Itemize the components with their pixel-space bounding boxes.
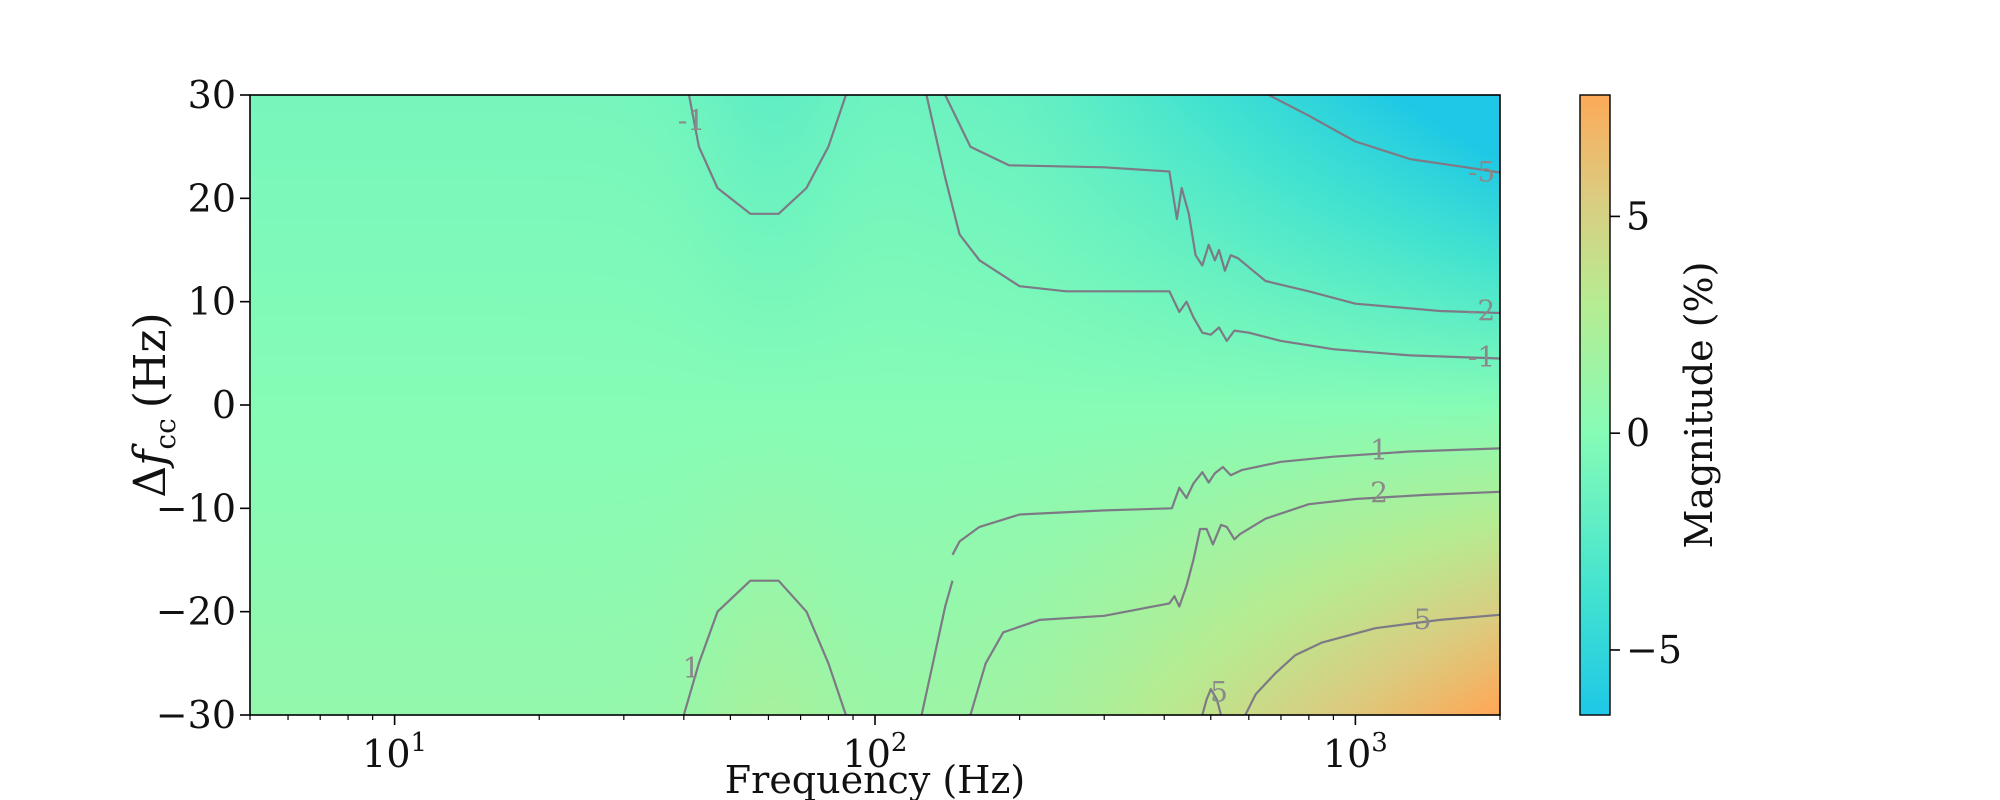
colorbar-tick-label: 5	[1626, 194, 1650, 238]
contour-line	[925, 94, 1501, 360]
y-label-subscript: cc	[149, 418, 182, 449]
contour-line	[951, 447, 1501, 556]
y-tick-label: 10	[188, 280, 236, 324]
contour-line	[1244, 613, 1501, 716]
x-axis: 101 102 103	[249, 715, 1501, 776]
x-tick-label: 103	[1323, 728, 1388, 776]
y-label-suffix: (Hz)	[125, 312, 176, 408]
contour-line	[920, 580, 954, 716]
contour-line	[682, 579, 847, 716]
contour-label: -1	[678, 104, 705, 137]
contour-label: -5	[1468, 156, 1495, 189]
contour-label: -2	[1468, 294, 1495, 327]
y-tick-label: −30	[156, 693, 236, 737]
contour-label: 5	[1414, 603, 1432, 636]
y-tick-label: −20	[156, 590, 236, 634]
y-axis-label: Δfcc(Hz)	[125, 312, 182, 497]
y-tick-label: 20	[188, 176, 236, 220]
contour-label: 1	[1370, 434, 1388, 467]
contour-line	[944, 94, 1501, 315]
x-axis-label: Frequency (Hz)	[725, 758, 1025, 800]
y-label-prefix: Δ	[125, 466, 176, 498]
contour-label: -1	[1468, 341, 1495, 374]
y-tick-label: −10	[156, 486, 236, 530]
colorbar-tick-label: 0	[1626, 411, 1650, 455]
contour-line	[969, 490, 1501, 716]
contour-line	[1201, 688, 1223, 716]
contour-label: 1	[683, 652, 701, 685]
contour-line	[687, 94, 847, 215]
colorbar: 5 0 −5 Magnitude (%)	[1579, 94, 1721, 716]
x-tick-label: 101	[362, 728, 427, 776]
y-axis: 30 20 10 0 −10 −20 −30	[156, 73, 250, 737]
colorbar-label: Magnitude (%)	[1677, 262, 1721, 549]
contour-label-layer: -5 -2 -1 -1 1 2 5 1 5	[678, 104, 1495, 708]
plot-area: -5 -2 -1 -1 1 2 5 1 5	[249, 94, 1501, 716]
contour-label: 5	[1210, 675, 1228, 708]
contour-line	[1268, 94, 1501, 174]
svg-text:Δfcc(Hz): Δfcc(Hz)	[125, 312, 182, 497]
colorbar-tick-label: −5	[1626, 628, 1682, 672]
contour-label: 2	[1370, 476, 1388, 509]
y-tick-label: 0	[212, 383, 236, 427]
x-tick-label: 102	[843, 728, 908, 776]
colorbar-ticks: 5 0 −5	[1610, 194, 1682, 672]
contour-layer	[682, 94, 1501, 716]
y-tick-label: 30	[188, 73, 236, 117]
colorbar-gradient	[1579, 94, 1611, 716]
heatmap-field	[250, 95, 1500, 715]
